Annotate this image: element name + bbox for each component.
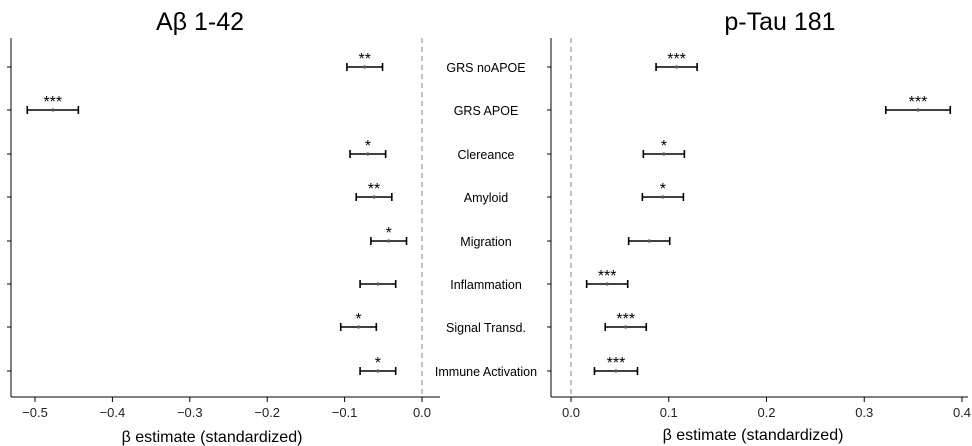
significance-label-abeta: * [355,311,361,328]
point-estimate-ptau [674,65,679,69]
x-tick-label-ptau: 0.3 [855,405,873,420]
x-tick-label-abeta: 0.0 [413,405,431,420]
panel-title-ptau: p-Tau 181 [724,8,835,36]
panel-title-abeta: Aβ 1-42 [156,8,244,36]
significance-label-ptau: *** [616,311,635,328]
significance-label-ptau: * [660,181,666,198]
point-estimate-ptau [661,195,665,199]
significance-label-abeta: *** [43,94,62,111]
x-tick-label-abeta: −0.5 [22,405,48,420]
x-tick-label-abeta: −0.2 [254,405,280,420]
category-label: Clereance [458,148,515,162]
point-estimate-ptau [624,325,628,329]
significance-label-ptau: *** [667,51,686,68]
category-label: Amyloid [464,191,509,205]
point-estimate-abeta [376,369,380,373]
point-estimate-ptau [662,152,666,156]
x-tick-label-ptau: 0.4 [953,405,971,420]
significance-label-ptau: *** [598,268,617,285]
significance-label-abeta: ** [358,51,370,68]
point-estimate-abeta [387,239,391,243]
category-label: Signal Transd. [446,321,526,335]
category-label: Migration [460,235,511,249]
significance-label-ptau: * [661,138,667,155]
panel-abeta: Aβ 1-42 β estimate (standardized) −0.5 −0… [7,8,440,446]
x-axis-label-abeta: β estimate (standardized) [122,429,303,446]
point-estimate-abeta [376,282,380,286]
x-axis-label-ptau: β estimate (standardized) [663,427,844,444]
category-label: GRS noAPOE [446,61,525,75]
point-estimate-ptau [605,282,609,286]
x-tick-label-ptau: 0.2 [757,405,775,420]
point-estimate-abeta [372,195,376,199]
significance-label-abeta: * [365,138,371,155]
point-estimate-abeta [366,152,370,156]
category-label: Inflammation [450,278,522,292]
panel-ptau: p-Tau 181 β estimate (standardized) 0.0 0… [547,8,971,444]
significance-label-ptau: *** [607,355,626,372]
significance-label-abeta: * [386,225,392,242]
x-tick-label-abeta: −0.1 [332,405,358,420]
significance-label-ptau: *** [909,94,928,111]
point-estimate-ptau [614,369,618,373]
point-estimate-ptau [647,239,651,243]
x-tick-label-abeta: −0.3 [177,405,203,420]
point-estimate-abeta [51,108,55,112]
significance-label-abeta: * [375,355,381,372]
significance-label-abeta: ** [368,181,380,198]
x-tick-label-ptau: 0.0 [562,405,580,420]
category-label: GRS APOE [454,104,519,118]
point-estimate-abeta [363,65,367,69]
point-estimate-abeta [356,325,361,329]
category-labels: GRS noAPOE GRS APOE Clereance Amyloid Migrat… [435,61,537,379]
category-label: Immune Activation [435,365,537,379]
x-tick-label-ptau: 0.1 [660,405,678,420]
point-estimate-ptau [916,108,920,112]
x-tick-label-abeta: −0.4 [100,405,126,420]
